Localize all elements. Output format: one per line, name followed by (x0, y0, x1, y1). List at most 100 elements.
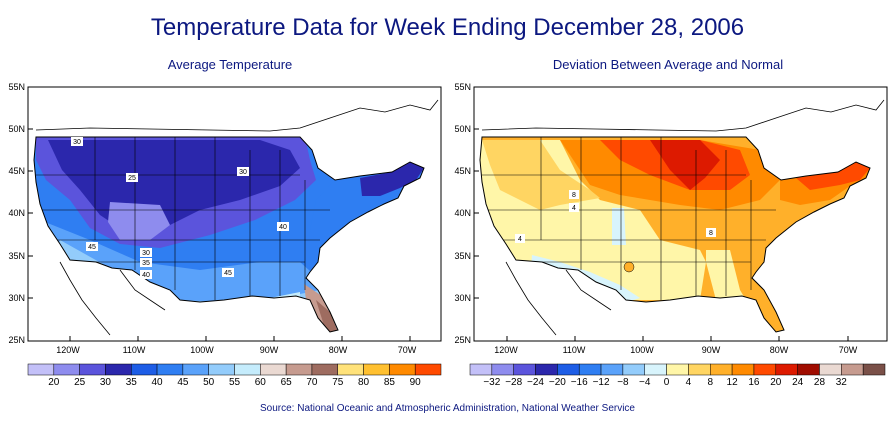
legend-label: −8 (617, 377, 629, 388)
left-contour-label: 30 (142, 250, 150, 257)
legend-color-swatch (775, 363, 798, 376)
left-lon-label: 100W (190, 345, 214, 355)
legend-color-swatch (131, 363, 158, 376)
page-title: Temperature Data for Week Ending Decembe… (150, 14, 745, 41)
legend-color-swatch (234, 363, 261, 376)
legend-label: 90 (410, 377, 422, 388)
left-contour-label: 45 (224, 270, 232, 277)
left-lon-label: 90W (260, 345, 279, 355)
legend-color-swatch (469, 363, 493, 376)
right-map-subtitle: Deviation Between Average and Normal (552, 57, 784, 72)
legend-label: 65 (281, 377, 293, 388)
left-contour-label: 30 (73, 139, 81, 146)
legend-label: 85 (384, 377, 396, 388)
legend-label: −4 (639, 377, 651, 388)
legend-label: 12 (727, 377, 739, 388)
legend-label: 32 (836, 377, 848, 388)
legend-color-swatch (491, 363, 514, 376)
right-contour-label: 4 (572, 205, 576, 212)
legend-label: −20 (549, 377, 566, 388)
right-lat-label: 50N (454, 124, 471, 134)
right-us-outline (479, 136, 871, 333)
right-lon-label: 90W (702, 345, 721, 355)
legend-color-swatch (389, 363, 416, 376)
legend-color-swatch (688, 363, 711, 376)
legend-label: −28 (505, 377, 522, 388)
legend-color-swatch (105, 363, 132, 376)
left-lat-label: 25N (8, 335, 25, 345)
legend-color-swatch (260, 363, 287, 376)
legend-color-swatch (710, 363, 733, 376)
right-lon-label: 70W (839, 345, 858, 355)
right-contour-label: 8 (709, 230, 713, 237)
legend-color-swatch (182, 363, 209, 376)
legend-label: 30 (100, 377, 112, 388)
left-lat-label: 30N (8, 293, 25, 303)
right-lat-label: 30N (454, 293, 471, 303)
legend-color-swatch (513, 363, 536, 376)
left-canada-coast (35, 99, 439, 132)
left-contour-label: 40 (142, 272, 150, 279)
legend-label: 80 (358, 377, 370, 388)
legend-color-swatch (208, 363, 235, 376)
right-lat-label: 25N (454, 335, 471, 345)
source-note: Source: National Oceanic and Atmospheric… (259, 403, 635, 414)
legend-label: 75 (332, 377, 344, 388)
left-contour-label: 45 (88, 244, 96, 251)
legend-label: −24 (527, 377, 544, 388)
legend-color-swatch (27, 363, 55, 376)
legend-color-swatch (622, 363, 645, 376)
left-contour-label: 35 (142, 260, 150, 267)
legend-color-swatch (644, 363, 667, 376)
left-lat-label: 55N (8, 82, 25, 92)
legend-color-swatch (53, 363, 80, 376)
legend-label: 50 (203, 377, 215, 388)
left-lon-label: 80W (329, 345, 348, 355)
legend-label: −12 (593, 377, 610, 388)
right-map: 55N 50N 45N 40N 35N 30N 25N 120W 110W 10… (454, 82, 888, 355)
right-lat-label: 55N (454, 82, 471, 92)
legend-label: 45 (177, 377, 189, 388)
legend-color-swatch (862, 363, 886, 376)
legend-color-swatch (535, 363, 558, 376)
right-lon-label: 120W (494, 345, 518, 355)
right-lat-label: 40N (454, 208, 471, 218)
legend-color-swatch (819, 363, 842, 376)
legend-color-swatch (156, 363, 184, 376)
right-contour-label: 8 (572, 192, 576, 199)
left-lon-label: 110W (123, 345, 146, 355)
left-map-subtitle: Average Temperature (167, 57, 293, 72)
right-lat-label: 45N (454, 166, 471, 176)
left-lon-label: 120W (56, 345, 80, 355)
legend-label: 28 (814, 377, 826, 388)
left-contour-label: 25 (128, 175, 136, 182)
legend-color-swatch (363, 363, 390, 376)
legend-color-swatch (557, 363, 580, 376)
right-mexico-coast (505, 261, 612, 336)
legend-color-swatch (578, 363, 602, 376)
legend-label: −32 (483, 377, 500, 388)
legend-label: 70 (306, 377, 318, 388)
legend-color-swatch (311, 363, 338, 376)
right-lon-label: 100W (630, 345, 654, 355)
legend-label: 4 (686, 377, 692, 388)
legend-color-swatch (731, 363, 755, 376)
left-lat-label: 50N (8, 124, 25, 134)
legend-label: 55 (229, 377, 241, 388)
legend-color-swatch (414, 363, 442, 376)
legend-label: 16 (748, 377, 760, 388)
legend-label: 20 (770, 377, 782, 388)
right-lon-label: 80W (770, 345, 789, 355)
legend-color-swatch (841, 363, 864, 376)
legend-label: 8 (707, 377, 713, 388)
legend-color-swatch (797, 363, 820, 376)
right-contour-label: 4 (518, 236, 522, 243)
legend-label: 60 (255, 377, 267, 388)
legend-label: 35 (126, 377, 138, 388)
legend-label: 40 (152, 377, 164, 388)
legend-label: −16 (571, 377, 588, 388)
left-map: 55N 50N 45N 40N 35N 30N 25N 120W 110W 10… (8, 82, 442, 355)
left-contour-label: 30 (239, 169, 247, 176)
left-mexico-coast (59, 261, 166, 336)
